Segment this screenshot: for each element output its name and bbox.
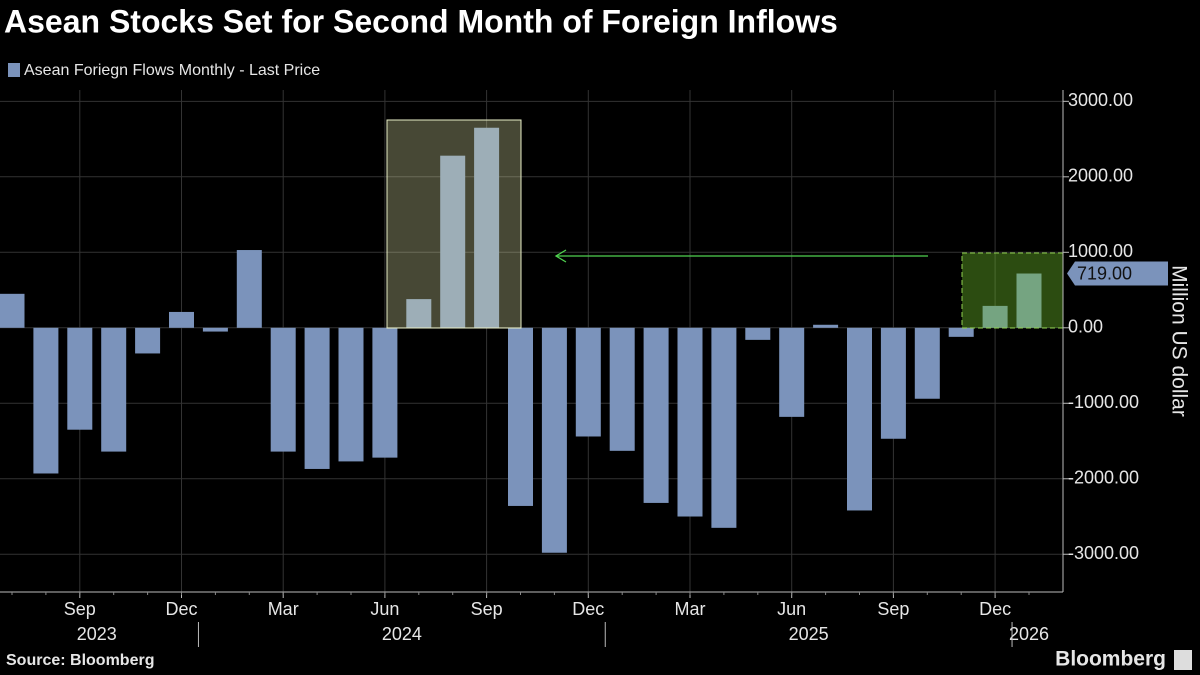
bar (609, 327, 635, 451)
source: Source: Bloomberg (6, 652, 154, 669)
bar (575, 327, 601, 437)
x-tick-label: Sep (471, 599, 503, 619)
bar (236, 250, 262, 328)
legend-label: Asean Foriegn Flows Monthly - Last Price (24, 62, 320, 79)
x-tick-label: Sep (877, 599, 909, 619)
y-tick-label: -1000.00 (1068, 392, 1139, 412)
bar (847, 327, 872, 511)
bar (338, 327, 364, 462)
highlight-box (386, 119, 522, 329)
bar (169, 311, 194, 328)
bar (745, 327, 771, 340)
y-axis-label: Million US dollar (1167, 265, 1190, 417)
x-tick-label: Sep (64, 599, 96, 619)
last-price-tag (1067, 261, 1168, 286)
bar (406, 299, 432, 328)
bar (677, 327, 703, 517)
axes: 3000.00 2000.00 1000.00 0.00 -1000.00 -2000.0… (0, 90, 1139, 647)
bar (304, 327, 330, 469)
y-tick-label: 0.00 (1068, 317, 1103, 337)
bar (948, 327, 974, 337)
year-label: 2024 (382, 624, 422, 644)
y-tick-label: -3000.00 (1068, 543, 1139, 563)
bar (508, 327, 533, 506)
highlight-box (961, 252, 1064, 329)
x-tick-label: Jun (777, 599, 806, 619)
bar (813, 324, 839, 328)
arrow-head (554, 249, 567, 263)
x-tick-label: Jun (370, 599, 399, 619)
legend-swatch (8, 63, 20, 77)
bars (0, 127, 1042, 553)
y-tick-label: 1000.00 (1068, 241, 1133, 261)
brand-icon (1174, 650, 1192, 670)
x-tick-label: Dec (165, 599, 197, 619)
bar (880, 327, 906, 439)
y-tick-label: 2000.00 (1068, 166, 1133, 186)
bar (372, 327, 398, 458)
bar (270, 327, 296, 452)
bar (982, 305, 1008, 328)
bar (914, 327, 940, 399)
year-label: 2026 (1009, 624, 1049, 644)
bar (33, 327, 59, 474)
bar (1016, 273, 1042, 328)
x-tick-label: Dec (979, 599, 1011, 619)
year-label: 2023 (77, 624, 117, 644)
chart-title: Asean Stocks Set for Second Month of For… (4, 3, 838, 39)
bar (474, 127, 500, 328)
bar (0, 293, 25, 328)
bar (202, 327, 228, 332)
bar (541, 327, 567, 553)
y-tick-label: -2000.00 (1068, 468, 1139, 488)
y-tick-label: 3000.00 (1068, 90, 1133, 110)
x-tick-label: Mar (268, 599, 299, 619)
bar (711, 327, 737, 528)
value-label: 719.00 (1077, 263, 1132, 283)
bar (643, 327, 669, 503)
bar (135, 327, 161, 354)
bar (101, 327, 127, 452)
year-label: 2025 (789, 624, 829, 644)
bar (67, 327, 93, 430)
x-tick-label: Mar (675, 599, 706, 619)
bar (440, 155, 466, 328)
bar (779, 327, 805, 417)
x-tick-label: Dec (572, 599, 604, 619)
brand: Bloomberg (1055, 648, 1166, 671)
